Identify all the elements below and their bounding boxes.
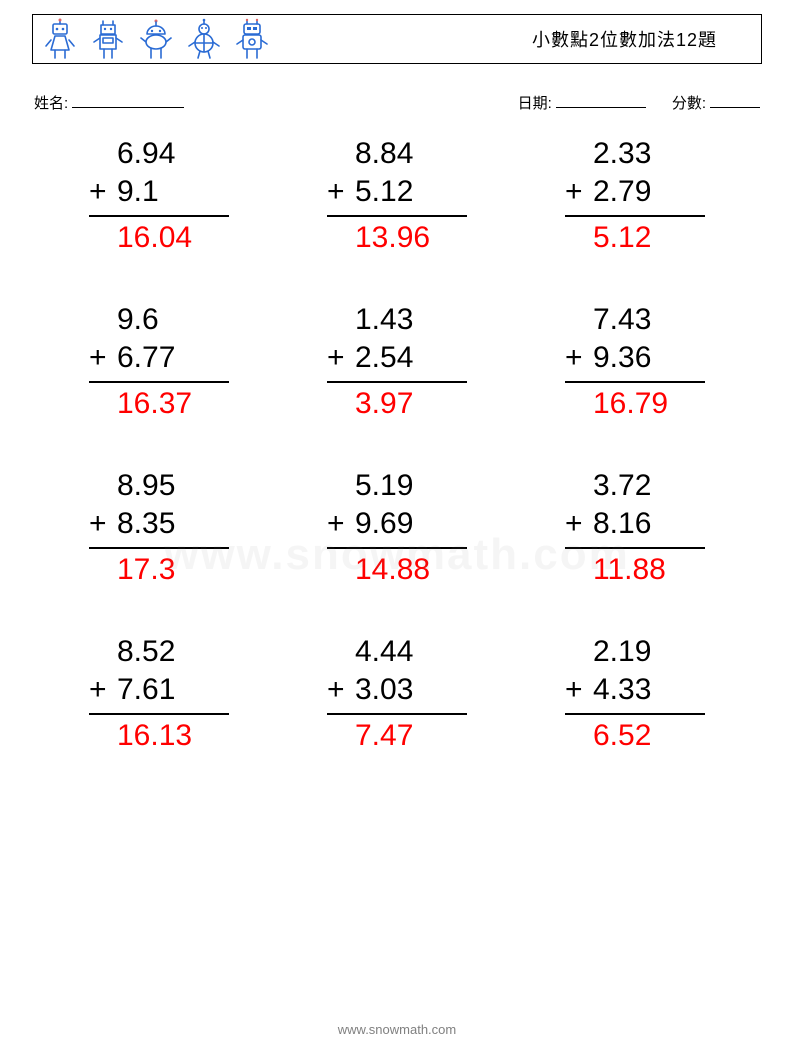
rule-line [327,547,467,549]
operand-a: 7.43 [593,301,705,339]
problem-4: 9.6 + 6.77 16.37 [40,301,278,423]
problem-5: 1.43 + 2.54 3.97 [278,301,516,423]
operand-a: 8.84 [355,135,467,173]
problems-grid: 6.94 + 9.1 16.04 8.84 + 5.12 [0,135,794,755]
operand-b: 9.36 [593,339,705,377]
header-box: 小數點2位數加法12題 [32,14,762,64]
rule-line [89,381,229,383]
robot-2-icon [89,18,127,60]
operand-b: 3.03 [355,671,467,709]
operand-b: 7.61 [117,671,229,709]
robot-5-icon [233,18,271,60]
answer: 13.96 [355,219,467,257]
name-blank [72,94,184,108]
operand-b: 2.79 [593,173,705,211]
operand-b: 8.35 [117,505,229,543]
rule-line [89,215,229,217]
problem-1: 6.94 + 9.1 16.04 [40,135,278,257]
operator: + [89,505,117,543]
robot-4-icon [185,18,223,60]
operand-b: 6.77 [117,339,229,377]
rule-line [89,547,229,549]
answer: 11.88 [593,551,705,589]
operand-a: 2.33 [593,135,705,173]
operand-a: 9.6 [117,301,229,339]
problem-2: 8.84 + 5.12 13.96 [278,135,516,257]
operator: + [565,671,593,709]
answer: 16.79 [593,385,705,423]
operand-a: 4.44 [355,633,467,671]
operand-b: 9.1 [117,173,229,211]
operand-a: 6.94 [117,135,229,173]
robot-icon-row [41,18,271,60]
rule-line [565,381,705,383]
name-field: 姓名: [34,92,184,113]
answer: 6.52 [593,717,705,755]
problem-9: 3.72 + 8.16 11.88 [516,467,754,589]
problem-12: 2.19 + 4.33 6.52 [516,633,754,755]
operand-b: 9.69 [355,505,467,543]
operator: + [89,339,117,377]
rule-line [89,713,229,715]
score-blank [710,94,760,108]
answer: 16.13 [117,717,229,755]
footer-url: www.snowmath.com [0,1022,794,1037]
operator: + [327,505,355,543]
problem-6: 7.43 + 9.36 16.79 [516,301,754,423]
problem-8: 5.19 + 9.69 14.88 [278,467,516,589]
operand-b: 5.12 [355,173,467,211]
problem-7: 8.95 + 8.35 17.3 [40,467,278,589]
operand-a: 8.52 [117,633,229,671]
rule-line [565,713,705,715]
rule-line [565,215,705,217]
rule-line [327,713,467,715]
date-label: 日期: [518,92,552,113]
name-label: 姓名: [34,92,68,113]
rule-line [327,215,467,217]
operand-b: 4.33 [593,671,705,709]
problem-11: 4.44 + 3.03 7.47 [278,633,516,755]
operator: + [89,671,117,709]
answer: 3.97 [355,385,467,423]
operand-a: 8.95 [117,467,229,505]
operator: + [565,505,593,543]
answer: 7.47 [355,717,467,755]
operator: + [89,173,117,211]
worksheet-title: 小數點2位數加法12題 [532,26,717,52]
problem-10: 8.52 + 7.61 16.13 [40,633,278,755]
operator: + [565,339,593,377]
operand-a: 2.19 [593,633,705,671]
operand-a: 5.19 [355,467,467,505]
info-row: 姓名: 日期: 分數: [34,92,760,113]
operand-a: 1.43 [355,301,467,339]
operator: + [327,671,355,709]
problem-3: 2.33 + 2.79 5.12 [516,135,754,257]
score-label: 分數: [672,92,706,113]
answer: 16.04 [117,219,229,257]
operand-a: 3.72 [593,467,705,505]
operator: + [327,339,355,377]
robot-1-icon [41,18,79,60]
operator: + [327,173,355,211]
operand-b: 8.16 [593,505,705,543]
date-score-fields: 日期: 分數: [518,92,760,113]
date-blank [556,94,646,108]
rule-line [327,381,467,383]
rule-line [565,547,705,549]
answer: 16.37 [117,385,229,423]
answer: 14.88 [355,551,467,589]
operand-b: 2.54 [355,339,467,377]
operator: + [565,173,593,211]
answer: 5.12 [593,219,705,257]
answer: 17.3 [117,551,229,589]
robot-3-icon [137,18,175,60]
